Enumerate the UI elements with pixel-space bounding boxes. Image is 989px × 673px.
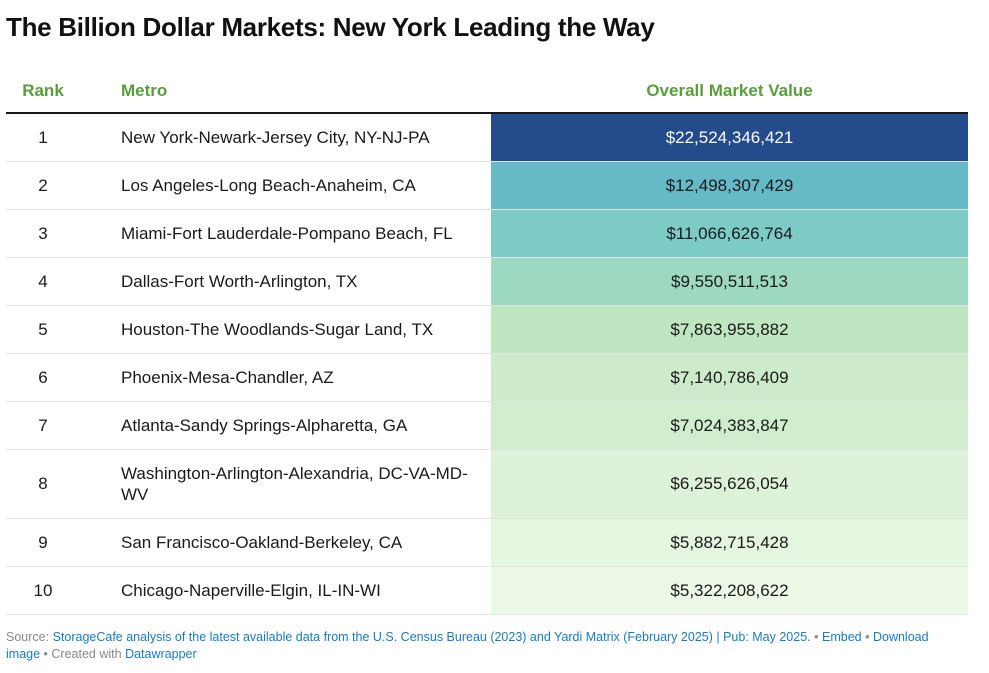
rank-cell: 1: [38, 127, 48, 147]
table-row: 9 San Francisco-Oakland-Berkeley, CA $5,88…: [6, 519, 968, 567]
market-value-cell: $5,322,208,622: [491, 567, 968, 614]
market-value-cell: $9,550,511,513: [491, 258, 968, 305]
market-value-cell: $6,255,626,054: [491, 450, 968, 518]
chart-title: The Billion Dollar Markets: New York Lea…: [6, 12, 655, 42]
market-value-cell: $7,024,383,847: [491, 402, 968, 449]
table-body: 1 New York-Newark-Jersey City, NY-NJ-PA $2…: [6, 114, 968, 615]
metro-cell: Atlanta-Sandy Springs-Alpharetta, GA: [121, 416, 408, 435]
datawrapper-link[interactable]: Datawrapper: [125, 647, 197, 661]
rank-cell: 3: [38, 223, 48, 243]
market-value-cell: $12,498,307,429: [491, 162, 968, 209]
download-image-link[interactable]: Download image: [6, 630, 929, 661]
table-row: 2 Los Angeles-Long Beach-Anaheim, CA $12,4…: [6, 162, 968, 210]
separator-dot: •: [814, 630, 819, 644]
metro-cell: Phoenix-Mesa-Chandler, AZ: [121, 368, 334, 387]
embed-link[interactable]: Embed: [822, 630, 862, 644]
column-header-metro[interactable]: Metro: [121, 81, 168, 100]
market-value-cell: $5,882,715,428: [491, 519, 968, 566]
metro-cell: San Francisco-Oakland-Berkeley, CA: [121, 533, 403, 552]
rank-cell: 2: [38, 175, 48, 195]
rank-cell: 8: [38, 474, 48, 493]
table-row: 6 Phoenix-Mesa-Chandler, AZ $7,140,786,409: [6, 354, 968, 402]
table-row: 10 Chicago-Naperville-Elgin, IL-IN-WI $5,3…: [6, 567, 968, 615]
metro-cell: New York-Newark-Jersey City, NY-NJ-PA: [121, 128, 430, 147]
rank-cell: 9: [38, 532, 48, 552]
metro-cell: Los Angeles-Long Beach-Anaheim, CA: [121, 176, 416, 195]
market-value-cell: $7,863,955,882: [491, 306, 968, 353]
separator-dot: •: [865, 630, 870, 644]
metro-cell: Dallas-Fort Worth-Arlington, TX: [121, 272, 358, 291]
market-value-cell: $7,140,786,409: [491, 354, 968, 401]
source-text: StorageCafe analysis of the latest avail…: [52, 630, 811, 644]
metro-cell: Chicago-Naperville-Elgin, IL-IN-WI: [121, 581, 381, 600]
rank-cell: 7: [38, 415, 48, 435]
market-value-cell: $22,524,346,421: [491, 114, 968, 161]
table-row: 8 Washington-Arlington-Alexandria, DC-VA-…: [6, 450, 968, 519]
metro-cell: Washington-Arlington-Alexandria, DC-VA-M…: [121, 464, 468, 504]
separator-dot: •: [43, 647, 48, 661]
created-with-label: Created with: [51, 647, 122, 661]
table-row: 1 New York-Newark-Jersey City, NY-NJ-PA $2…: [6, 114, 968, 162]
table-row: 3 Miami-Fort Lauderdale-Pompano Beach, FL…: [6, 210, 968, 258]
table-header: Rank Metro Overall Market Value: [6, 70, 968, 114]
rank-cell: 5: [38, 319, 48, 339]
market-value-cell: $11,066,626,764: [491, 210, 968, 257]
rank-cell: 10: [33, 580, 53, 600]
rank-cell: 6: [38, 367, 48, 387]
metro-cell: Miami-Fort Lauderdale-Pompano Beach, FL: [121, 224, 453, 243]
source-label: Source:: [6, 630, 50, 644]
metro-cell: Houston-The Woodlands-Sugar Land, TX: [121, 320, 434, 339]
table-row: 5 Houston-The Woodlands-Sugar Land, TX $7,…: [6, 306, 968, 354]
rank-cell: 4: [38, 271, 48, 291]
table-row: 7 Atlanta-Sandy Springs-Alpharetta, GA $7,…: [6, 402, 968, 450]
column-header-rank[interactable]: Rank: [22, 81, 64, 100]
table-row: 4 Dallas-Fort Worth-Arlington, TX $9,550,5…: [6, 258, 968, 306]
column-header-market-value[interactable]: Overall Market Value: [646, 81, 813, 100]
data-table: Rank Metro Overall Market Value 1 New Yor…: [6, 70, 968, 615]
source-footer: Source: StorageCafe analysis of the late…: [6, 629, 966, 663]
